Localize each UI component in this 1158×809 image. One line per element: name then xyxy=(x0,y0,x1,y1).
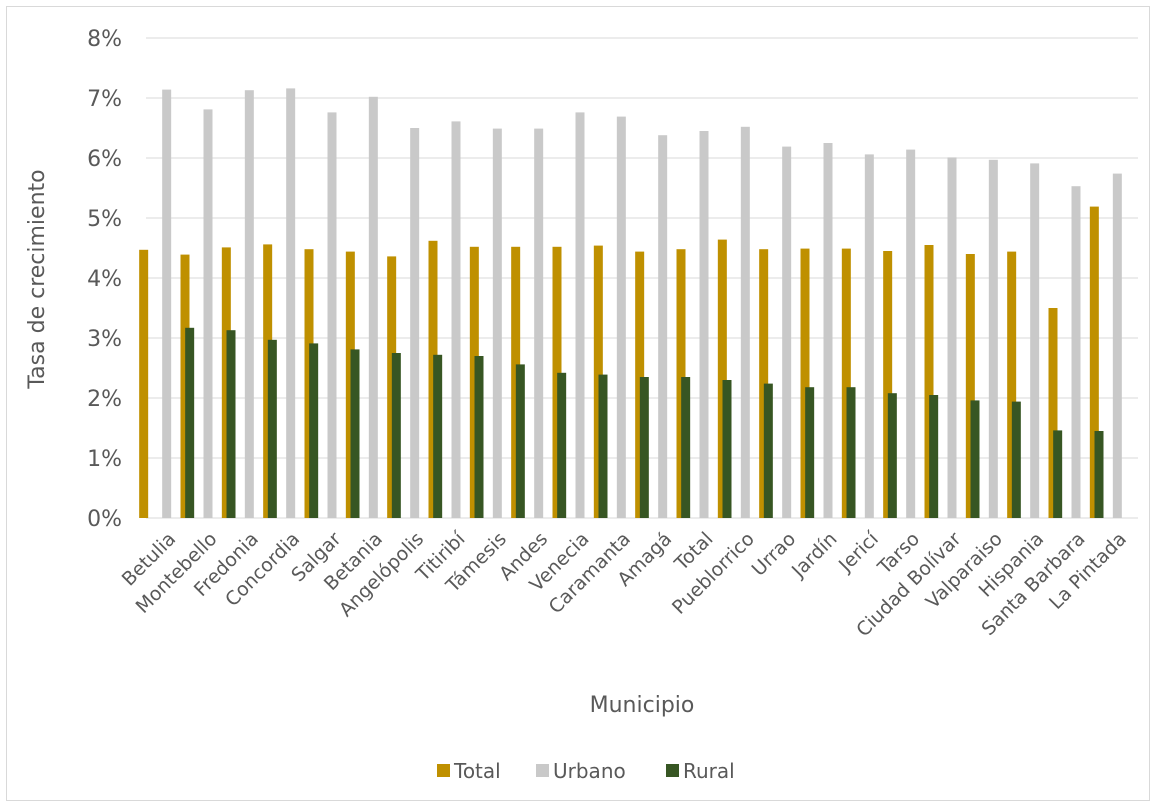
bar-rural xyxy=(226,330,236,518)
y-tick-label: 7% xyxy=(87,87,122,112)
bar-urbano xyxy=(740,126,750,519)
bar-urbano xyxy=(616,116,626,518)
bar-urbano xyxy=(782,146,792,518)
y-tick-label: 2% xyxy=(87,387,122,412)
bar-rural xyxy=(433,354,443,518)
legend-label-urbano: Urbano xyxy=(553,759,626,783)
y-tick-label: 6% xyxy=(87,147,122,172)
bar-total xyxy=(345,251,355,518)
bar-total xyxy=(469,246,479,519)
bar-total xyxy=(221,247,231,518)
x-axis-title: Municipio xyxy=(590,693,695,718)
bar-total xyxy=(1089,206,1099,518)
bar-rural xyxy=(474,356,484,518)
bar-rural xyxy=(929,395,939,518)
bar-total xyxy=(593,245,603,518)
bar-rural xyxy=(805,387,815,518)
bar-total xyxy=(139,249,149,519)
bar-rural xyxy=(722,380,732,518)
bar-urbano xyxy=(327,112,337,519)
bar-urbano xyxy=(492,128,502,518)
legend-swatch-total xyxy=(437,764,450,777)
legend-label-total: Total xyxy=(453,759,501,783)
bar-rural xyxy=(391,353,401,518)
y-tick-label: 4% xyxy=(87,267,122,292)
y-axis-title: Tasa de crecimiento xyxy=(25,169,50,389)
y-tick-label: 5% xyxy=(87,207,122,232)
legend-label-rural: Rural xyxy=(683,759,735,783)
bar-urbano xyxy=(534,128,544,518)
bar-total xyxy=(759,249,769,518)
bar-total xyxy=(387,256,397,518)
bar-rural xyxy=(763,383,773,518)
bar-urbano xyxy=(451,121,461,519)
bar-urbano xyxy=(575,112,585,519)
y-tick-label: 3% xyxy=(87,327,122,352)
bar-rural xyxy=(185,327,195,518)
x-tick-label: Urrao xyxy=(748,528,801,581)
bar-total xyxy=(841,248,851,518)
bar-total xyxy=(304,249,314,518)
bar-rural xyxy=(639,377,649,518)
x-tick-label: Jericí xyxy=(834,527,883,576)
bar-urbano xyxy=(823,143,833,518)
bar-total xyxy=(1048,308,1058,518)
bar-total xyxy=(552,246,562,519)
bar-urbano xyxy=(162,89,172,518)
bar-rural xyxy=(557,372,567,518)
y-axis-ticks: 0% 1% 2% 3% 4% 5% 6% 7% 8% xyxy=(87,27,122,532)
bar-urbano xyxy=(947,157,957,518)
bar-urbano xyxy=(244,90,254,518)
bar-rural xyxy=(309,343,319,518)
bar-urbano xyxy=(988,159,998,519)
x-axis-category-labels: BetuliaMontebelloFredoniaConcordiaSalgar… xyxy=(118,527,1131,641)
legend: Total Urbano Rural xyxy=(437,759,735,783)
bar-urbano xyxy=(203,109,213,519)
bar-rural xyxy=(515,364,525,518)
bar-rural xyxy=(846,387,856,518)
bar-total xyxy=(965,254,975,518)
bar-rural xyxy=(1011,401,1021,518)
bar-urbano xyxy=(658,135,668,518)
bar-urbano xyxy=(410,128,420,518)
bar-total xyxy=(263,244,273,518)
bar-total xyxy=(635,251,645,518)
bar-urbano xyxy=(1071,186,1081,518)
bar-total xyxy=(883,251,893,518)
bar-urbano xyxy=(906,149,916,518)
bar-urbano xyxy=(699,131,709,518)
bar-rural xyxy=(1053,430,1063,518)
bar-rural xyxy=(350,349,360,518)
bar-rural xyxy=(970,400,980,518)
bar-total xyxy=(717,239,727,518)
bar-urbano xyxy=(864,154,874,518)
bar-urbano xyxy=(1030,163,1040,518)
bar-total xyxy=(676,249,686,518)
bar-total xyxy=(180,254,190,518)
bar-total xyxy=(800,248,810,518)
y-tick-label: 0% xyxy=(87,507,122,532)
bars xyxy=(139,88,1122,519)
bar-total xyxy=(924,245,934,518)
y-tick-label: 8% xyxy=(87,27,122,52)
bar-total xyxy=(1007,251,1017,518)
bar-urbano xyxy=(1112,173,1122,518)
bar-rural xyxy=(598,374,608,518)
bar-total xyxy=(511,246,521,519)
bar-rural xyxy=(267,339,277,518)
bar-urbano xyxy=(286,88,296,519)
bar-rural xyxy=(681,377,691,518)
bar-rural xyxy=(887,393,897,518)
y-tick-label: 1% xyxy=(87,447,122,472)
bar-total xyxy=(428,240,438,519)
legend-swatch-urbano xyxy=(536,764,549,777)
x-tick-label: Jardín xyxy=(787,528,842,583)
bar-urbano xyxy=(368,96,378,519)
legend-swatch-rural xyxy=(666,764,679,777)
bar-rural xyxy=(1094,431,1104,518)
